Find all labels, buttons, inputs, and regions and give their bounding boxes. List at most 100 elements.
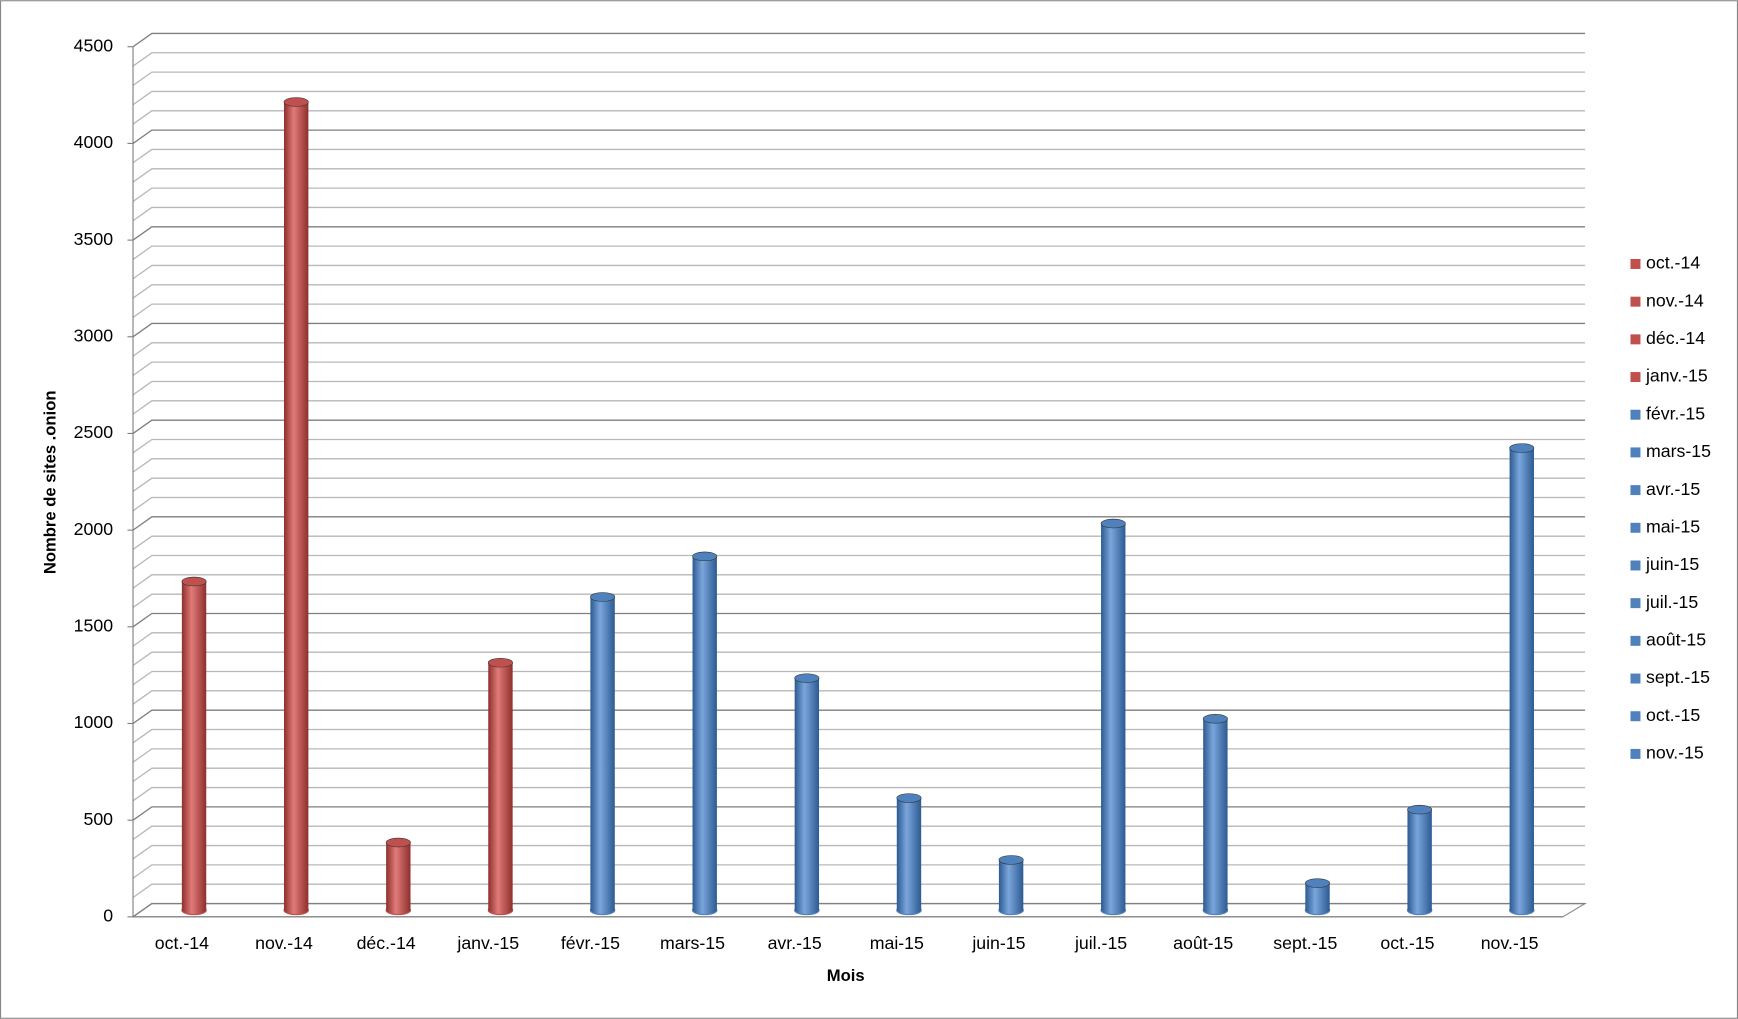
grid-line (132, 110, 1586, 125)
bar (181, 576, 207, 916)
bar (1406, 804, 1433, 916)
x-tick-label: oct.-14 (155, 933, 209, 953)
bar-top (1100, 518, 1126, 529)
legend-label: avr.-15 (1646, 479, 1700, 499)
x-tick-label: août-15 (1173, 933, 1233, 953)
bar-top (1202, 714, 1228, 724)
grid-line (132, 32, 1586, 48)
legend-label: févr.-15 (1646, 403, 1705, 423)
bar-top (181, 576, 207, 587)
legend-swatch (1630, 296, 1641, 307)
legend-label: août-15 (1646, 630, 1706, 650)
grid-line (132, 148, 1586, 164)
x-tick-label: janv.-15 (456, 933, 519, 953)
grid-line (132, 226, 1586, 241)
legend-swatch (1630, 522, 1641, 533)
legend-swatch (1630, 560, 1641, 571)
y-tick-label: 0 (103, 906, 113, 926)
grid-line (132, 400, 1586, 415)
bar-top (1305, 878, 1330, 888)
y-tick-label: 4000 (74, 132, 114, 152)
y-tick-label: 1000 (74, 712, 114, 732)
legend-swatch (1630, 673, 1641, 684)
bar-top (1509, 443, 1535, 453)
grid-line (132, 90, 1586, 106)
x-tick-label: mars-15 (660, 933, 725, 953)
bar-top (1407, 804, 1433, 815)
grid-line (132, 284, 1586, 299)
legend-swatch (1630, 485, 1641, 496)
bar-top (283, 97, 309, 107)
y-axis-title: Nombre de sites .onion (40, 391, 59, 575)
y-tick-label: 4500 (74, 35, 114, 55)
bar-body (1101, 523, 1126, 911)
bar (589, 592, 616, 916)
grid-line (132, 168, 1586, 183)
legend-label: juin-15 (1645, 554, 1699, 574)
x-tick-label: mai-15 (870, 933, 924, 953)
bar-top (896, 793, 922, 803)
bar (385, 837, 412, 916)
grid-line (132, 52, 1586, 67)
bar-body (1407, 809, 1432, 911)
x-tick-label: févr.-15 (561, 933, 620, 953)
bar (1100, 518, 1126, 916)
legend-swatch (1630, 409, 1641, 420)
grid-line (132, 458, 1586, 473)
legend-label: nov.-14 (1646, 290, 1704, 310)
bar-body (1509, 448, 1534, 911)
grid-line (132, 129, 1586, 144)
bar-body (590, 596, 615, 911)
legend-swatch (1630, 711, 1641, 722)
grid-line (132, 71, 1586, 86)
bar-top (487, 657, 513, 668)
y-tick-label: 3000 (74, 325, 114, 345)
bar (1509, 443, 1535, 916)
legend-label: oct.-15 (1646, 705, 1700, 725)
legend-label: sept.-15 (1646, 667, 1710, 687)
legend-label: oct.-14 (1646, 253, 1700, 273)
bar (794, 673, 820, 916)
bar-body (283, 101, 309, 911)
x-tick-label: avr.-15 (768, 933, 822, 953)
legend-label: mai-15 (1646, 516, 1700, 536)
x-tick-label: nov.-14 (255, 933, 313, 953)
y-tick-label: 2000 (74, 519, 114, 539)
grid-line (132, 206, 1586, 222)
bar-body (181, 581, 207, 911)
bar-body (896, 798, 922, 911)
grid-line (132, 322, 1586, 338)
grid-line (132, 516, 1586, 531)
grid-line (132, 303, 1586, 318)
x-tick-label: juil.-15 (1074, 933, 1127, 953)
grid-line (132, 187, 1586, 202)
legend-swatch (1630, 334, 1641, 345)
bar-body (1203, 718, 1228, 911)
floor (131, 902, 1588, 918)
x-tick-label: nov.-15 (1481, 933, 1539, 953)
legend-swatch (1630, 598, 1641, 609)
y-tick-label: 500 (83, 809, 113, 829)
bar (283, 97, 309, 916)
legend-swatch (1630, 372, 1641, 383)
legend-swatch (1630, 748, 1641, 759)
y-tick-label: 1500 (74, 615, 114, 635)
grid-line (132, 419, 1586, 434)
legend-swatch (1630, 447, 1641, 458)
bar-top (998, 855, 1024, 865)
grid-line (132, 380, 1586, 396)
x-tick-label: sept.-15 (1273, 933, 1337, 953)
legend-label: déc.-14 (1646, 328, 1705, 348)
bar-top (692, 551, 718, 562)
bar-top (385, 837, 411, 848)
y-tick-label: 3500 (74, 229, 114, 249)
x-tick-label: oct.-15 (1380, 933, 1434, 953)
grid-line (132, 361, 1586, 376)
legend-label: mars-15 (1646, 441, 1711, 461)
grid-line (132, 342, 1586, 357)
x-tick-label: juin-15 (971, 933, 1025, 953)
grid-line (132, 438, 1586, 454)
bar-body (794, 678, 820, 911)
